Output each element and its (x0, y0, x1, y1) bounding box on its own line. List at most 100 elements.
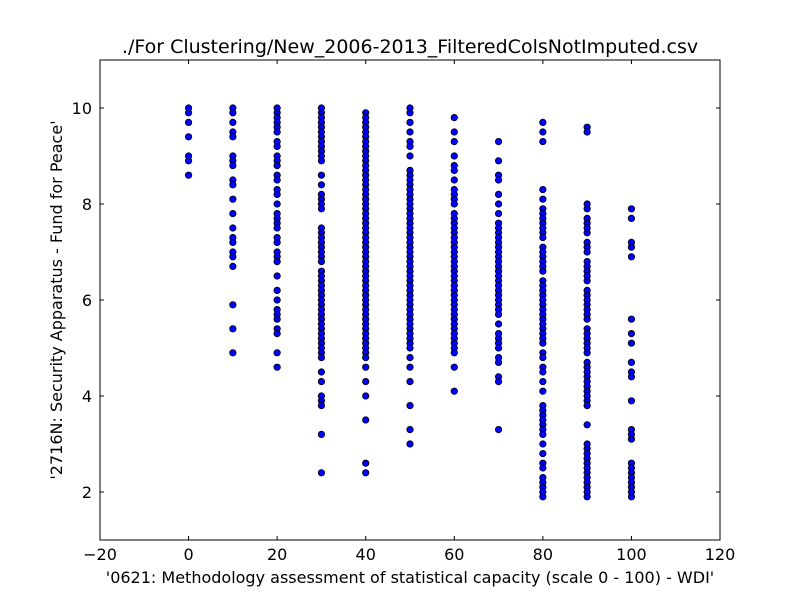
data-point (539, 118, 547, 127)
data-point (406, 425, 414, 434)
data-point (539, 267, 547, 275)
data-point (539, 128, 547, 136)
data-point (627, 315, 636, 323)
x-tick-label: 60 (444, 545, 464, 564)
x-tick-label: 80 (533, 545, 553, 564)
data-point (583, 277, 591, 285)
data-point (317, 171, 326, 179)
data-point (539, 377, 547, 386)
data-point (406, 142, 414, 150)
data-point (184, 118, 193, 127)
data-point (406, 401, 414, 410)
data-point (362, 392, 370, 400)
data-point (494, 320, 503, 328)
data-point (229, 262, 237, 270)
data-point (450, 166, 458, 174)
data-point (406, 118, 414, 127)
data-point (627, 435, 636, 443)
data-point (583, 128, 591, 136)
data-point (627, 397, 636, 405)
data-point (583, 229, 591, 237)
data-point (229, 238, 237, 246)
data-point (450, 128, 458, 136)
data-point (273, 349, 281, 357)
data-point (273, 315, 281, 323)
x-tick-label: 0 (183, 545, 193, 564)
data-point (539, 186, 547, 194)
data-point (494, 344, 503, 352)
data-point (273, 176, 281, 184)
data-point (273, 224, 281, 232)
y-tick-label: 6 (82, 291, 92, 310)
data-point (450, 349, 458, 357)
data-point (406, 440, 414, 448)
data-point (539, 387, 547, 395)
data-point (627, 243, 636, 251)
data-point (229, 133, 237, 141)
data-point (273, 238, 281, 246)
data-point (406, 152, 414, 160)
data-point (273, 257, 281, 266)
data-point (494, 176, 503, 184)
data-point (229, 162, 237, 170)
data-point (450, 387, 458, 395)
data-point (539, 449, 547, 458)
data-point (184, 109, 193, 117)
x-tick-label: 120 (705, 545, 736, 564)
data-point (362, 469, 370, 477)
x-tick-label: 100 (616, 545, 647, 564)
x-tick-label: 20 (267, 545, 287, 564)
plot-frame (99, 59, 721, 541)
data-point (273, 363, 281, 371)
data-point (273, 329, 281, 338)
data-point (539, 493, 547, 501)
data-point (317, 469, 326, 477)
data-point (229, 109, 237, 117)
y-tick-label: 8 (82, 195, 92, 214)
data-point (583, 493, 591, 501)
data-point (539, 195, 547, 203)
data-point (317, 353, 326, 362)
data-point (229, 210, 237, 218)
data-point (273, 296, 281, 304)
data-point (362, 416, 370, 424)
data-point (627, 373, 636, 381)
data-point (317, 368, 326, 376)
data-point (184, 157, 193, 165)
data-points (184, 104, 636, 501)
data-point (627, 214, 636, 222)
data-point (406, 128, 414, 136)
data-point (406, 344, 414, 352)
axis-ticks: −20 0 20 40 60 80 100 120 2 4 6 8 10 (72, 60, 736, 564)
data-point (317, 257, 326, 266)
data-point (406, 377, 414, 386)
data-point (539, 339, 547, 347)
data-point (494, 377, 503, 386)
chart-title: ./For Clustering/New_2006-2013_FilteredC… (122, 36, 698, 58)
data-point (539, 464, 547, 472)
x-tick-label: 40 (356, 545, 376, 564)
data-point (450, 138, 458, 146)
data-point (627, 339, 636, 347)
data-point (317, 157, 326, 165)
data-point (273, 200, 281, 208)
data-point (450, 363, 458, 371)
data-point (583, 248, 591, 256)
x-tick-label: −20 (83, 545, 117, 564)
y-tick-label: 4 (82, 387, 92, 406)
data-point (229, 118, 237, 127)
data-point (494, 210, 503, 218)
data-point (229, 224, 237, 232)
data-point (450, 176, 458, 184)
data-point (583, 401, 591, 410)
data-point (273, 190, 281, 198)
data-point (450, 152, 458, 160)
data-point (627, 493, 636, 501)
data-point (317, 430, 326, 438)
data-point (539, 138, 547, 146)
data-point (406, 363, 414, 371)
data-point (317, 377, 326, 386)
x-axis-label: '0621: Methodology assessment of statist… (106, 568, 714, 587)
data-point (539, 430, 547, 438)
